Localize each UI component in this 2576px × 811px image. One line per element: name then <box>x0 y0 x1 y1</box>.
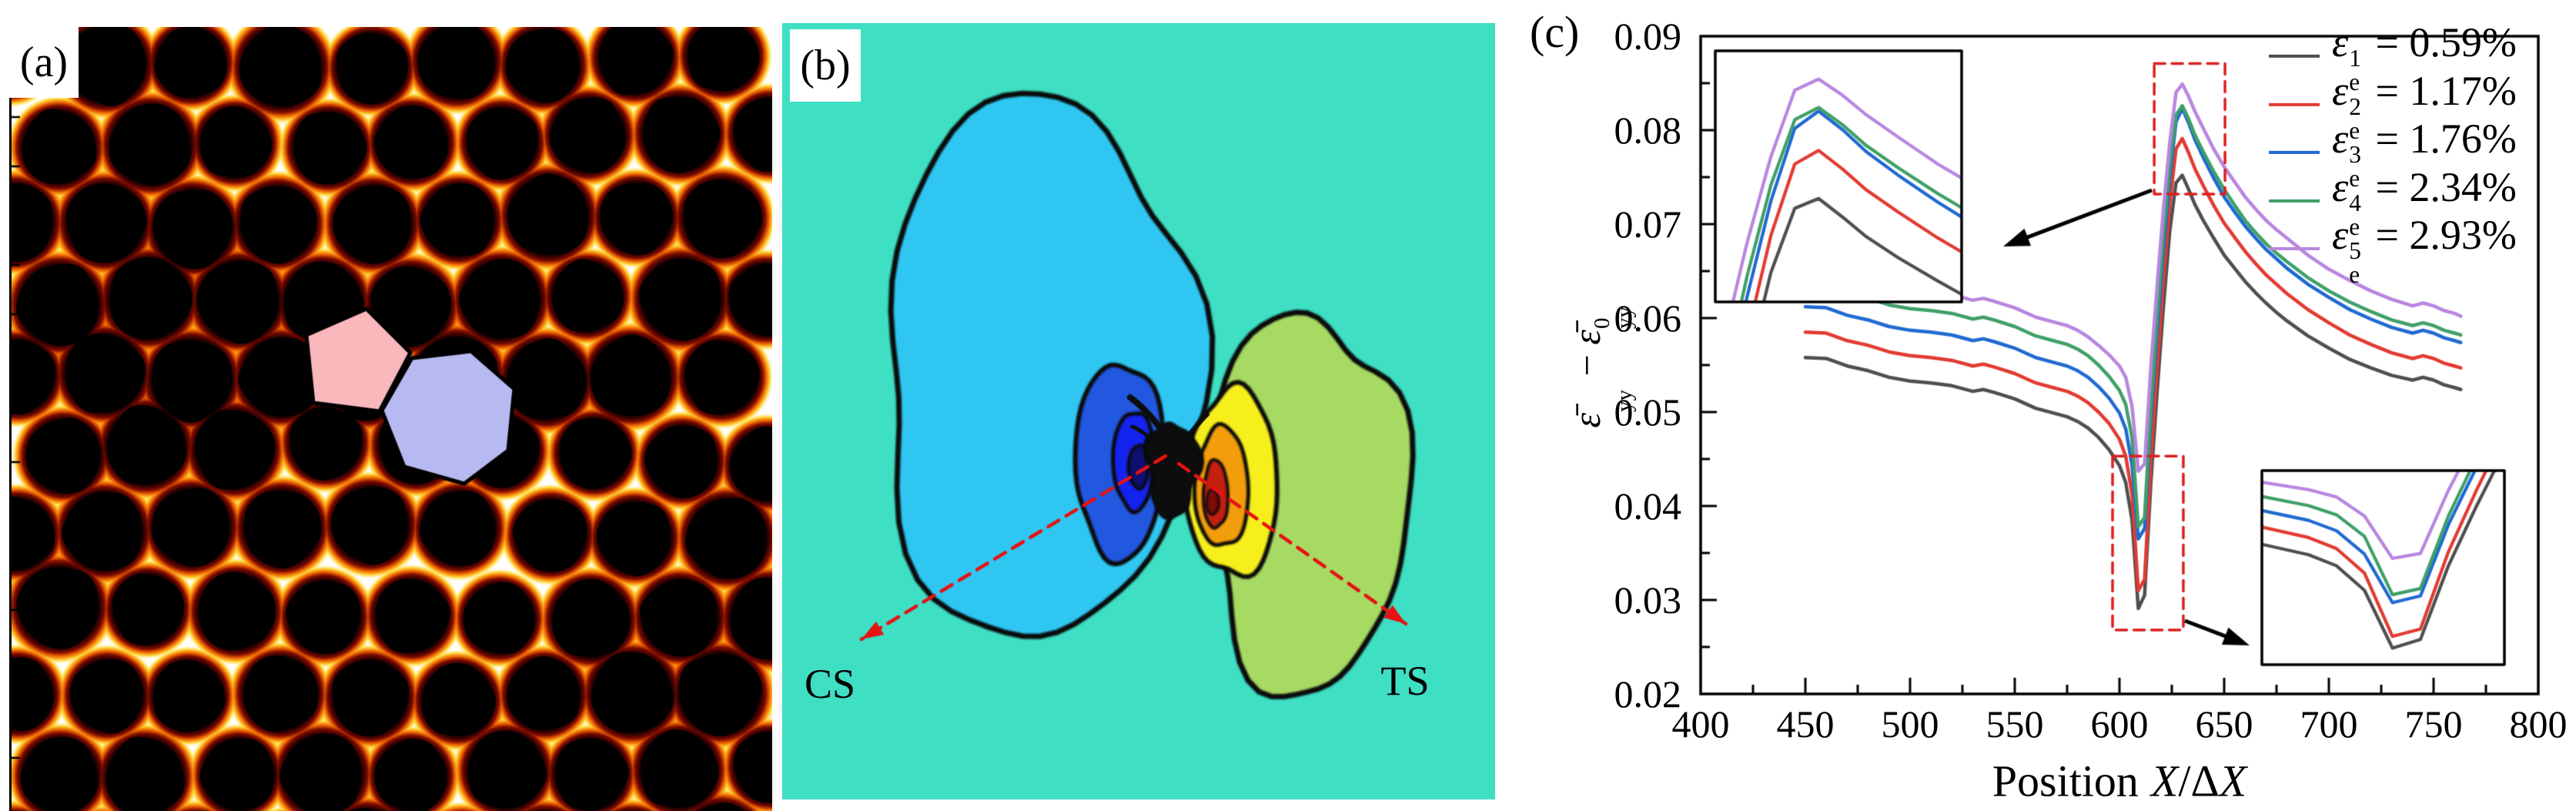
x-axis-title: Position X/ΔX <box>1992 756 2246 807</box>
y-tick-label-0.08: 0.08 <box>1614 109 1682 152</box>
x-axis-title-delta: Δ <box>2190 756 2220 806</box>
legend-line-swatch <box>2269 199 2320 203</box>
x-tick-label-700: 700 <box>2300 702 2358 746</box>
x-axis-title-slash: / <box>2178 756 2191 806</box>
y-tick-label-0.05: 0.05 <box>1614 390 1682 434</box>
y-tick-label-0.06: 0.06 <box>1614 297 1682 340</box>
legend-line-swatch <box>2269 151 2320 154</box>
strain-profile-chart <box>1655 0 2576 811</box>
cs-annotation: CS <box>804 661 856 707</box>
x-tick-label-450: 450 <box>1776 702 1835 746</box>
x-tick-label-600: 600 <box>2090 702 2149 746</box>
x-tick-label-750: 750 <box>2404 702 2463 746</box>
y-tick-label-0.07: 0.07 <box>1614 203 1682 246</box>
panel-a-label: (a) <box>9 27 79 98</box>
x-axis-title-var2: X <box>2219 756 2247 806</box>
x-axis-title-var: X <box>2150 756 2179 806</box>
x-axis-title-word: Position <box>1992 756 2139 806</box>
x-tick-label-550: 550 <box>1986 702 2044 746</box>
y-tick-label-0.04: 0.04 <box>1614 484 1682 528</box>
panel-b-label: (b) <box>790 29 861 102</box>
panel-c-label: (c) <box>1530 7 1580 57</box>
lattice-image <box>9 27 772 811</box>
y-tick-label-0.03: 0.03 <box>1614 578 1682 622</box>
x-tick-label-650: 650 <box>2195 702 2253 746</box>
legend-line-swatch <box>2269 247 2320 250</box>
legend-line-swatch <box>2269 102 2320 106</box>
x-tick-label-800: 800 <box>2509 702 2568 746</box>
y-tick-label-0.02: 0.02 <box>1614 672 1682 715</box>
stress-field-image <box>782 23 1495 799</box>
ts-annotation: TS <box>1380 658 1430 704</box>
y-tick-label-0.09: 0.09 <box>1614 15 1682 58</box>
x-tick-label-500: 500 <box>1881 702 1939 746</box>
x-tick-label-400: 400 <box>1671 702 1730 746</box>
legend-line-swatch <box>2269 55 2320 58</box>
